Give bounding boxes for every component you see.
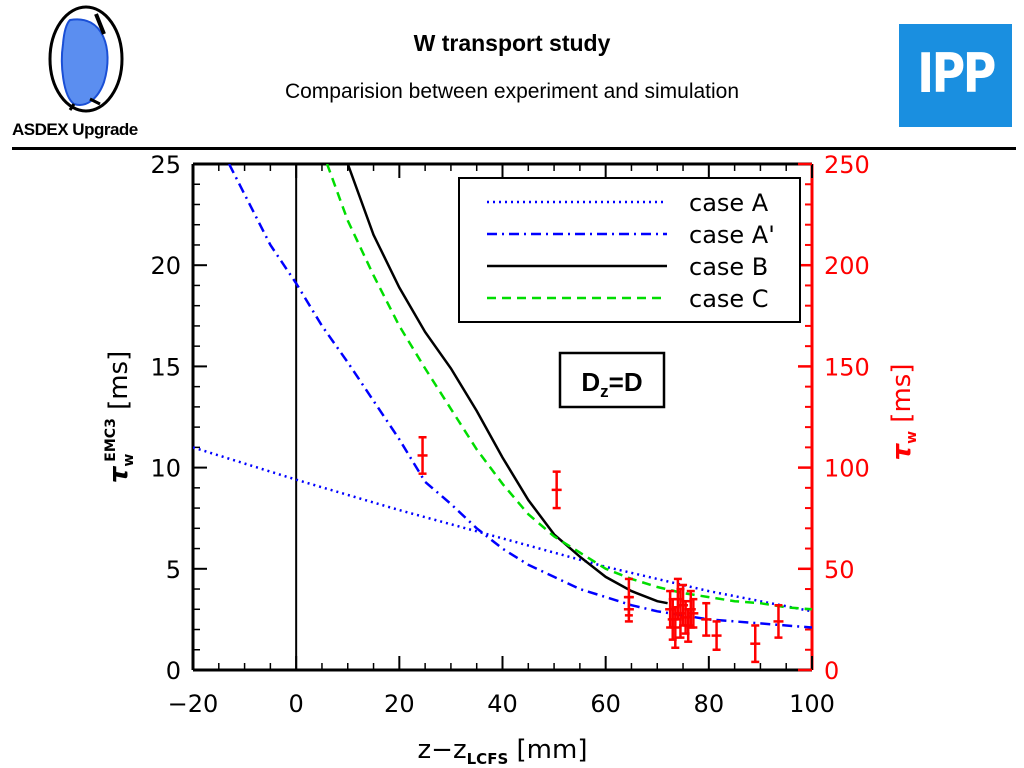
legend-label: case C (689, 285, 769, 313)
tokamak-cross-section-icon (48, 5, 124, 113)
x-tick-label: 60 (590, 690, 621, 718)
y-right-tick-label: 250 (824, 151, 870, 179)
asdex-logo-text: ASDEX Upgrade (12, 120, 138, 139)
series-line-case-a-prime (227, 164, 812, 629)
y-right-tick-label: 150 (824, 353, 870, 381)
y-right-tick-label: 0 (824, 657, 839, 685)
page-title: W transport study (413, 30, 611, 56)
series-line-case-c (325, 164, 812, 611)
series-line-case-a (193, 446, 812, 613)
legend-label: case A' (689, 221, 775, 249)
y-left-tick-label: 20 (150, 252, 181, 280)
x-tick-label: 40 (487, 690, 518, 718)
annotation-text: Dz=D (581, 367, 642, 401)
asdex-logo (8, 4, 158, 144)
header-rule (12, 147, 1016, 150)
y-left-tick-label: 25 (150, 151, 181, 179)
legend-box (458, 177, 801, 323)
series-line-case-b (346, 164, 668, 605)
y-right-tick-label: 100 (824, 455, 870, 483)
ipp-logo-text: IPP (917, 42, 996, 105)
x-tick-label: −20 (168, 690, 219, 718)
x-axis-label: z−zLCFS [mm] (418, 735, 588, 768)
x-tick-label: 0 (289, 690, 304, 718)
x-tick-label: 100 (789, 690, 835, 718)
legend-label: case B (689, 253, 768, 281)
ipp-logo: IPP (899, 24, 1012, 127)
x-tick-label: 80 (694, 690, 725, 718)
x-tick-label: 20 (384, 690, 415, 718)
y-left-tick-label: 15 (150, 353, 181, 381)
legend-label: case A (689, 189, 769, 217)
y-right-tick-label: 50 (824, 556, 855, 584)
y-left-tick-label: 5 (166, 556, 181, 584)
y-left-axis-label: τwEMC3 [ms] (103, 351, 137, 483)
y-left-tick-label: 10 (150, 455, 181, 483)
y-left-tick-label: 0 (166, 657, 181, 685)
tau-w-chart: −20 0 20 40 60 80 1000510152025050100150200250… (103, 151, 920, 768)
series-group (193, 164, 812, 629)
y-right-axis-label: τw [ms] (887, 364, 920, 461)
annotation-box (558, 351, 666, 409)
y-right-tick-label: 200 (824, 252, 870, 280)
page-subtitle: Comparision between experiment and simul… (284, 80, 740, 103)
